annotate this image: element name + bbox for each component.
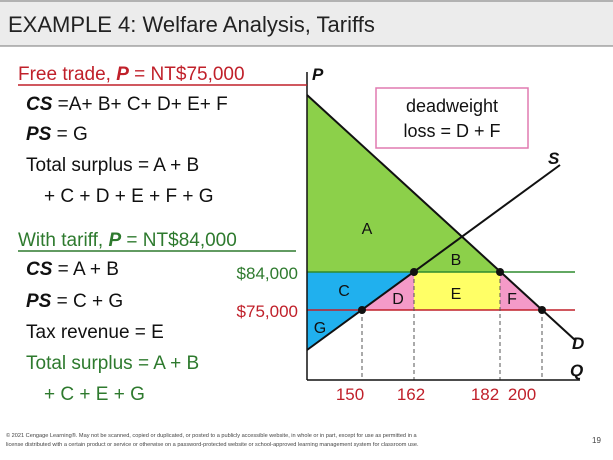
free-trade-cs: CS =A+ B+ C+ D+ E+ F (26, 94, 228, 115)
region-c (307, 272, 414, 310)
region-label: A (362, 221, 373, 238)
cs-var: CS (26, 94, 53, 115)
region-e (414, 272, 500, 310)
tariff-ps: PS = C + G (26, 291, 123, 312)
demand-label: D (572, 334, 584, 353)
point (410, 268, 418, 276)
heading-var: P (108, 230, 121, 251)
title-bar (0, 0, 613, 46)
price-label-high: $84,000 (237, 264, 298, 283)
ps-var: PS (26, 124, 52, 145)
heading-price: = NT$84,000 (121, 230, 237, 251)
region-label: E (451, 286, 462, 303)
quantity-label: 200 (508, 385, 536, 404)
region-label: F (507, 291, 517, 308)
copyright: © 2021 Cengage Learning®. May not be sca… (6, 432, 418, 439)
tariff-total: Total surplus = A + B (26, 353, 199, 374)
axis-label-p: P (312, 65, 324, 84)
free-trade-total: + C + D + E + F + G (44, 186, 214, 207)
free-trade-ps: PS = G (26, 124, 88, 145)
cs-var: CS (26, 259, 53, 280)
quantity-label: 150 (336, 385, 364, 404)
deadweight-text: deadweight (406, 96, 498, 116)
heading-text: Free trade, (18, 64, 116, 85)
supply-curve (306, 164, 561, 351)
cs-text: = A + B (52, 259, 119, 280)
free-trade-total: Total surplus = A + B (26, 155, 199, 176)
point (538, 306, 546, 314)
title: EXAMPLE 4: Welfare Analysis, Tariffs (8, 12, 375, 37)
region-label: G (314, 320, 326, 337)
region-label: B (451, 252, 462, 269)
demand-curve (306, 94, 576, 341)
deadweight-text: loss = D + F (403, 121, 500, 141)
page-number: 19 (592, 436, 601, 445)
region-label: C (338, 283, 350, 300)
point (496, 268, 504, 276)
price-label-low: $75,000 (237, 302, 298, 321)
ps-text: = G (51, 124, 87, 145)
axis-label-q: Q (570, 361, 583, 380)
tariff-total: + C + E + G (44, 384, 145, 405)
heading-price: = NT$75,000 (129, 64, 245, 85)
tariff-cs: CS = A + B (26, 259, 119, 280)
heading-var: P (116, 64, 129, 85)
tariff-heading: With tariff, P = NT$84,000 (18, 230, 237, 251)
heading-text: With tariff, (18, 230, 108, 251)
ps-text: = C + G (51, 291, 123, 312)
quantity-label: 182 (471, 385, 499, 404)
deadweight-box (375, 87, 529, 149)
free-trade-heading: Free trade, P = NT$75,000 (18, 64, 245, 85)
quantity-label: 162 (397, 385, 425, 404)
tariff-tax: Tax revenue = E (26, 322, 164, 343)
point (358, 306, 366, 314)
supply-label: S (548, 149, 560, 168)
cs-text: =A+ B+ C+ D+ E+ F (52, 94, 227, 115)
ps-var: PS (26, 291, 52, 312)
copyright: license distributed with a certain produ… (6, 442, 419, 448)
region-label: D (392, 291, 404, 308)
